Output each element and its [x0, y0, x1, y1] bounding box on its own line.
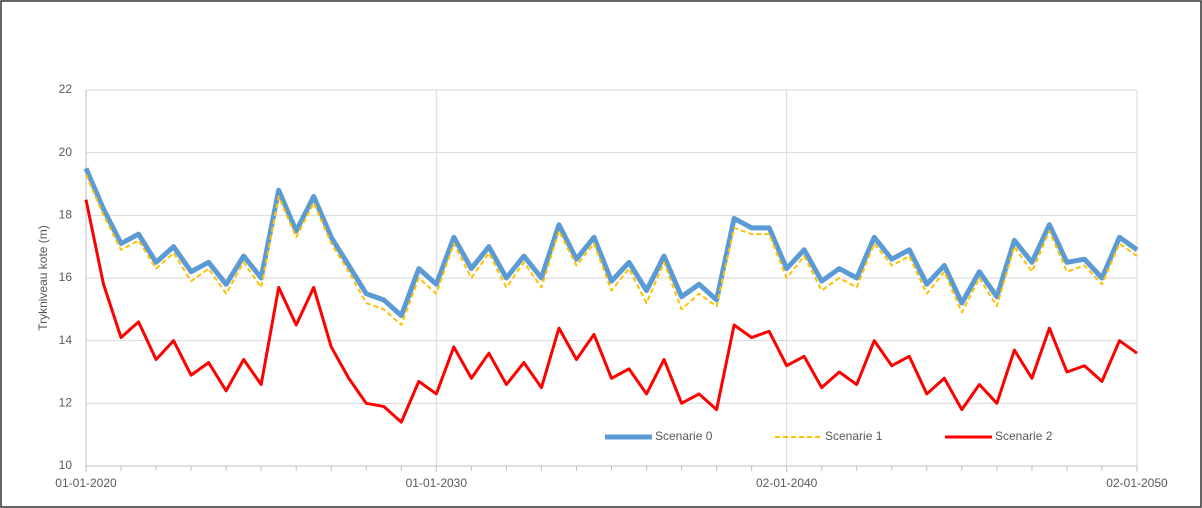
y-tick-label: 20	[59, 145, 73, 159]
legend-label: Scenarie 0	[655, 429, 713, 443]
y-tick-label: 16	[59, 270, 73, 284]
y-axis-label: Trykniveau kote (m)	[36, 225, 50, 331]
x-tick-label: 01-01-2030	[406, 476, 468, 490]
legend-label: Scenarie 2	[995, 429, 1053, 443]
legend-label: Scenarie 1	[825, 429, 883, 443]
y-tick-label: 12	[59, 396, 73, 410]
y-tick-label: 18	[59, 208, 73, 222]
x-tick-label: 02-01-2050	[1106, 476, 1168, 490]
series-line	[83, 167, 1139, 319]
y-tick-label: 22	[59, 82, 73, 96]
y-tick-label: 14	[59, 333, 73, 347]
series-line	[85, 174, 1138, 326]
series-line	[84, 199, 1138, 424]
y-tick-label: 10	[59, 458, 73, 472]
x-tick-label: 01-01-2020	[55, 476, 117, 490]
x-tick-label: 02-01-2040	[756, 476, 818, 490]
